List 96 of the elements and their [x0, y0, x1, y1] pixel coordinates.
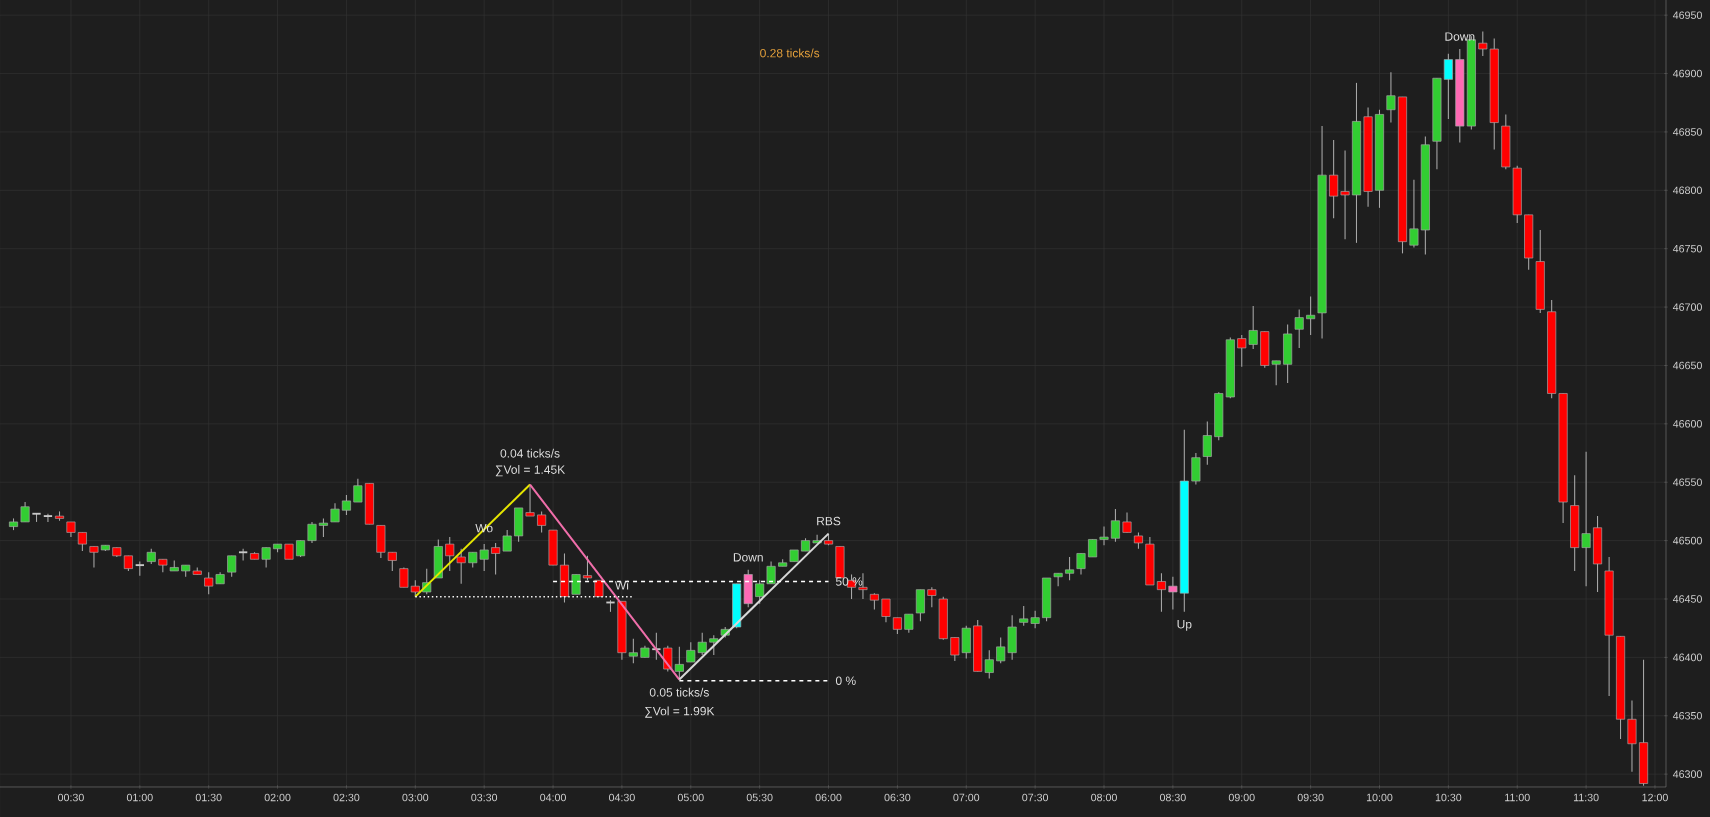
y-tick-label: 46400	[1672, 653, 1702, 662]
candlestick	[709, 634, 719, 656]
candlestick	[927, 586, 937, 608]
x-tick-label: 08:30	[1159, 793, 1186, 802]
y-tick-label: 46550	[1672, 478, 1702, 486]
x-tick-label: 06:30	[884, 793, 911, 802]
candlestick	[307, 521, 317, 544]
x-tick-label: 11:00	[1505, 793, 1530, 802]
x-tick-label: 06:00	[815, 793, 842, 802]
candlestick	[755, 579, 765, 605]
annotation: Down	[1445, 32, 1475, 41]
x-tick-label: 07:00	[953, 793, 980, 802]
x-tick-label: 05:00	[677, 793, 704, 802]
candlestick	[1306, 296, 1316, 336]
y-tick-label: 46750	[1672, 244, 1702, 253]
x-tick-label: 07:30	[1022, 793, 1049, 802]
x-tick-label: 04:00	[540, 793, 566, 802]
candlestick	[89, 545, 99, 568]
candlestick	[502, 529, 512, 552]
candlestick	[77, 531, 87, 552]
candlestick	[227, 555, 237, 578]
x-tick-label: 09:00	[1228, 793, 1255, 802]
candlestick	[881, 598, 891, 623]
candlestick	[1581, 451, 1591, 587]
candlestick	[445, 536, 455, 572]
candlestick	[1191, 452, 1201, 486]
candlestick	[261, 547, 271, 568]
candlestick	[674, 646, 684, 681]
candlestick	[20, 501, 30, 523]
candlestick	[1053, 572, 1063, 587]
x-tick-label: 05:30	[746, 793, 773, 802]
candlestick	[491, 542, 501, 576]
x-tick-label: 11:30	[1573, 793, 1599, 802]
candlestick	[1409, 179, 1419, 249]
candlestick	[456, 548, 466, 585]
x-tick-label: 03:30	[471, 793, 498, 802]
annotation: Up	[1177, 620, 1192, 631]
x-tick-label: 10:30	[1435, 793, 1462, 802]
y-tick-label: 46450	[1672, 595, 1702, 603]
x-tick-label: 00:30	[58, 793, 84, 802]
y-tick-label: 46500	[1672, 536, 1702, 545]
annotation: 0.04 ticks/s	[500, 448, 560, 458]
candlestick	[353, 478, 363, 503]
candlestick	[238, 548, 249, 561]
y-tick-label: 46900	[1672, 69, 1702, 78]
x-tick-label: 01:00	[126, 793, 153, 802]
candlestick	[330, 502, 340, 523]
y-tick-label: 46800	[1672, 186, 1702, 195]
y-tick-label: 46850	[1672, 128, 1702, 136]
x-tick-label: 04:30	[608, 793, 635, 802]
candlestick	[42, 513, 54, 523]
y-tick-label: 46950	[1672, 11, 1702, 19]
candlestick	[1202, 420, 1212, 466]
candlestick	[1294, 308, 1304, 349]
candlestick	[1340, 150, 1350, 240]
candlestick	[1156, 572, 1166, 613]
annotation: 0 %	[835, 676, 856, 685]
candlestick	[537, 510, 547, 533]
annotation: 0.05 ticks/s	[649, 687, 709, 697]
annotation: ∑Vol = 1.45K	[495, 465, 566, 477]
x-tick-label: 12:00	[1642, 793, 1668, 802]
candlestick	[525, 484, 535, 517]
candlestick	[582, 555, 592, 581]
annotation: RBS	[817, 516, 841, 526]
x-tick-label: 09:30	[1297, 793, 1324, 802]
x-tick-label: 02:00	[264, 793, 291, 802]
candlestick	[1099, 526, 1109, 546]
annotation: 50 %	[835, 577, 863, 586]
y-tick-label: 46350	[1672, 711, 1702, 720]
y-tick-label: 46600	[1672, 420, 1702, 428]
candlestick	[1386, 71, 1396, 124]
annotation: ∑Vol = 1.99K	[645, 706, 715, 718]
candlestick	[318, 517, 328, 538]
x-tick-label: 10:00	[1366, 793, 1393, 802]
candlestick	[915, 589, 925, 622]
candlestick	[904, 613, 914, 634]
x-tick-label: 08:00	[1091, 793, 1117, 802]
annotation: 0.28 ticks/s	[760, 48, 820, 58]
candlestick	[1122, 512, 1132, 533]
candlestick	[1110, 508, 1120, 543]
candlestick	[571, 573, 581, 595]
candlestick	[1168, 576, 1178, 611]
annotation: Wi	[614, 580, 629, 590]
annotation: Down	[733, 553, 763, 562]
candlestick	[1076, 552, 1086, 576]
y-tick-label: 46700	[1672, 303, 1702, 311]
candlestick	[1065, 556, 1075, 581]
x-tick-label: 03:00	[402, 793, 429, 802]
candlestick	[1329, 139, 1339, 219]
candlestick	[1443, 53, 1453, 120]
x-tick-label: 02:30	[333, 793, 360, 802]
y-tick-label: 46650	[1672, 361, 1702, 370]
y-tick-label: 46300	[1672, 770, 1702, 778]
candlestick	[628, 638, 638, 664]
x-tick-label: 01:30	[195, 793, 222, 802]
candlestick	[341, 494, 351, 516]
